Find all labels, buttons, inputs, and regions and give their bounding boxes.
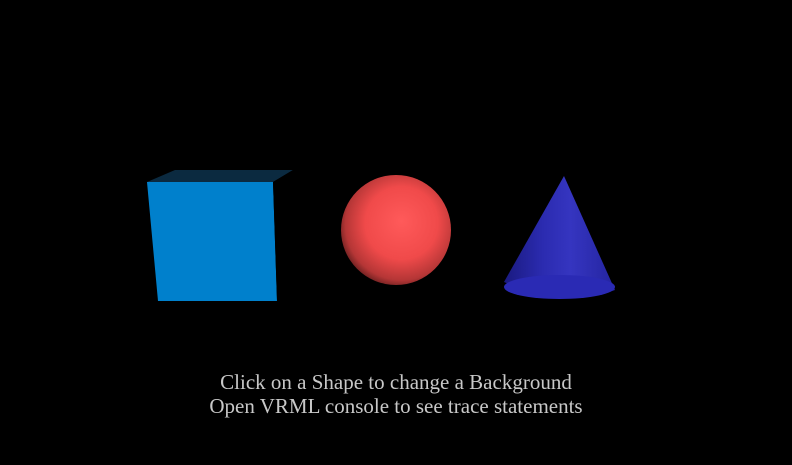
cone-shape[interactable]	[502, 174, 620, 304]
sphere-shape[interactable]	[340, 174, 454, 288]
instruction-text-vrml-console: Open VRML console to see trace statement…	[209, 394, 583, 418]
cube-icon	[147, 170, 293, 301]
cube-shape[interactable]	[145, 168, 295, 304]
cone-icon	[504, 176, 615, 299]
instruction-text-click-shape: Click on a Shape to change a Background	[220, 370, 572, 394]
sphere-icon	[341, 175, 451, 285]
